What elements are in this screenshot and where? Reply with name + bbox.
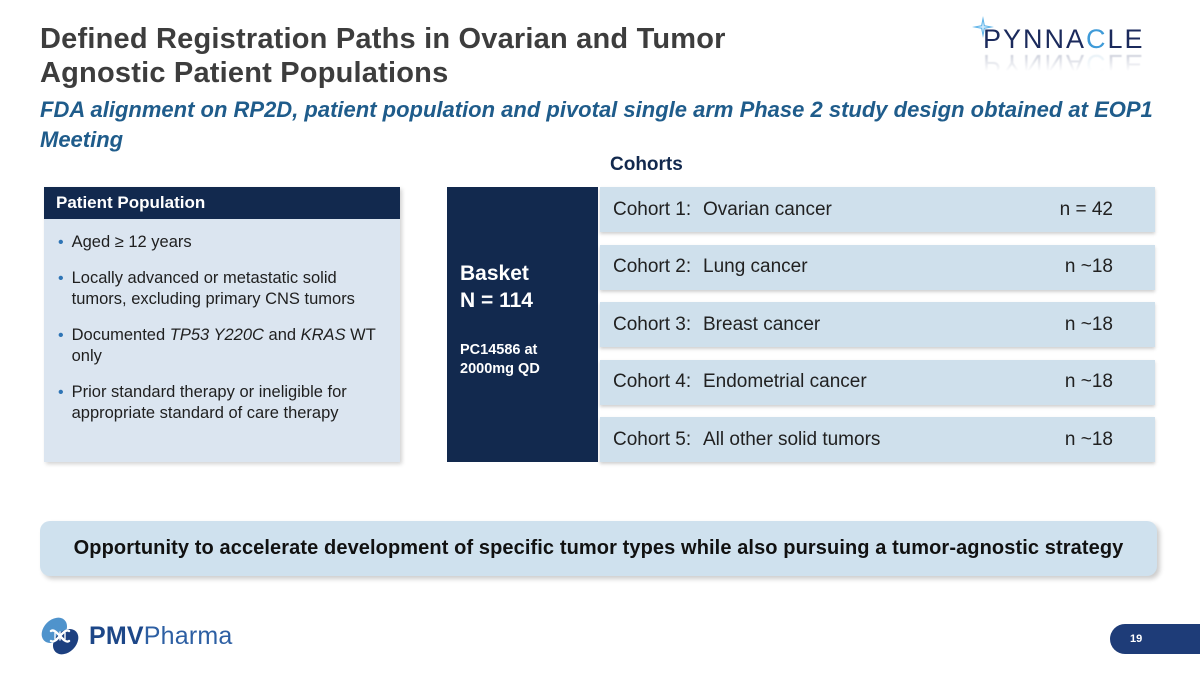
cohort-n-value: n = 42 <box>1059 198 1113 220</box>
cohort-label: Cohort 3: <box>613 313 692 335</box>
basket-dose: PC14586 at 2000mg QD <box>460 342 540 377</box>
cohort-name: Endometrial cancer <box>703 371 867 392</box>
page-title-line1: Defined Registration Paths in Ovarian an… <box>40 23 726 55</box>
basket-title: Basket <box>460 262 529 285</box>
cohort-row-4: Cohort 4: Endometrial cancer n ~18 <box>600 359 1155 405</box>
bullet-text: Aged ≥ 12 years <box>71 233 192 251</box>
bullet-item: • Locally advanced or metastatic solid t… <box>56 268 388 310</box>
cohort-rows: Cohort 1: Ovarian cancer n = 42 Cohort 2… <box>600 187 1155 462</box>
page-number: 19 <box>1130 633 1143 645</box>
cohort-label: Cohort 2: <box>613 256 692 277</box>
dna-helix-icon <box>41 617 79 655</box>
cohort-label: Cohort 1: <box>613 198 692 220</box>
gene-mutation-italic: TP53 Y220C <box>169 326 264 344</box>
patient-population-panel: Patient Population • Aged ≥ 12 years • L… <box>44 187 400 462</box>
basket-box: Basket N = 114 PC14586 at 2000mg QD <box>447 187 598 462</box>
bullet-dot-icon: • <box>58 327 64 344</box>
bullet-item: • Prior standard therapy or ineligible f… <box>56 382 388 424</box>
cohorts-heading: Cohorts <box>610 154 683 175</box>
cohort-name: Ovarian cancer <box>703 198 832 220</box>
cohort-row-5: Cohort 5: All other solid tumors n ~18 <box>600 417 1155 462</box>
basket-n-value: N = 114 <box>460 289 533 312</box>
bullet-dot-icon: • <box>58 234 64 251</box>
subtitle-line2: Meeting <box>40 127 124 152</box>
bullet-dot-icon: • <box>58 270 64 287</box>
bullet-text: Locally advanced or metastatic solid tum… <box>71 269 355 308</box>
cohort-name: All other solid tumors <box>703 428 881 450</box>
bullet-text: Prior standard therapy or ineligible for… <box>71 383 347 422</box>
page-title-line2: Agnostic Patient Populations <box>40 57 449 89</box>
pynnacle-logo: PYNNACLE PYNNACLE <box>972 16 1163 79</box>
logo-reflection: PYNNACLE <box>983 49 1145 79</box>
cohort-name: Lung cancer <box>703 256 808 277</box>
gene-italic: KRAS <box>300 326 346 344</box>
cohort-n-value: n ~18 <box>1064 371 1113 392</box>
subtitle: FDA alignment on RP2D, patient populatio… <box>40 95 1153 155</box>
subtitle-line1: FDA alignment on RP2D, patient populatio… <box>40 97 1153 122</box>
summary-banner: Opportunity to accelerate development of… <box>40 521 1157 576</box>
bullet-item: • Documented TP53 Y220C and KRAS WT only <box>56 325 388 367</box>
logo-text-navy-2: LE <box>1107 24 1145 54</box>
logo-text-navy: PYNNA <box>983 24 1087 54</box>
cohort-n-value: n ~18 <box>1064 256 1113 277</box>
page-title: Defined Registration Paths in Ovarian an… <box>40 22 726 90</box>
patient-population-body: • Aged ≥ 12 years • Locally advanced or … <box>44 219 400 424</box>
cohort-row-1: Cohort 1: Ovarian cancer n = 42 <box>600 187 1155 232</box>
cohort-row-3: Cohort 3: Breast cancer n ~18 <box>600 302 1155 347</box>
cohort-n-value: n ~18 <box>1064 313 1113 335</box>
pmv-wordmark: PMVPharma <box>89 621 233 650</box>
bullet-text: Documented TP53 Y220C and KRAS WT only <box>71 326 376 365</box>
bullet-dot-icon: • <box>58 384 64 401</box>
page-number-pill: 19 <box>1110 624 1200 654</box>
cohort-label: Cohort 5: <box>613 428 692 450</box>
summary-banner-text: Opportunity to accelerate development of… <box>73 537 1124 559</box>
logo-text-accent: C <box>1086 24 1108 54</box>
patient-population-header: Patient Population <box>44 187 400 219</box>
pmv-pharma-logo: PMVPharma <box>38 614 233 658</box>
sparkle-icon <box>972 16 994 38</box>
bullet-item: • Aged ≥ 12 years <box>56 232 388 253</box>
cohort-label: Cohort 4: <box>613 371 692 392</box>
cohort-row-2: Cohort 2: Lung cancer n ~18 <box>600 244 1155 290</box>
cohort-name: Breast cancer <box>703 313 821 335</box>
cohort-n-value: n ~18 <box>1064 428 1113 450</box>
pynnacle-wordmark: PYNNACLE <box>972 16 1163 55</box>
